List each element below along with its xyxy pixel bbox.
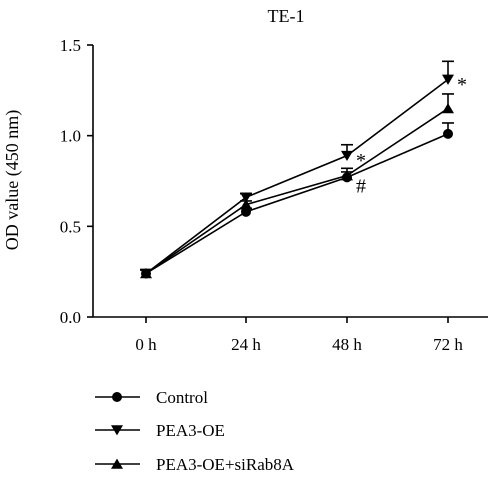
data-point-2-2	[341, 170, 353, 181]
annotation-layer: * # *	[356, 74, 467, 198]
annotation-0: *	[356, 150, 366, 172]
annotation-1: #	[356, 176, 366, 198]
data-point-2-1	[240, 199, 252, 210]
legend-label-0: Control	[156, 388, 208, 407]
data-point-1-2	[341, 150, 353, 162]
data-point-1-3	[442, 74, 454, 85]
y-tick-label-2: 1.0	[60, 127, 81, 146]
y-axis-title: OD value (450 nm)	[2, 110, 23, 250]
x-tick-label-0: 0 h	[135, 335, 157, 354]
legend-marker-0	[112, 392, 122, 402]
y-axis-ticks: 0.0 0.5 1.0 1.5	[60, 36, 93, 327]
legend-label-2: PEA3-OE+siRab8A	[156, 455, 295, 474]
data-point-0-3	[443, 128, 453, 139]
y-tick-label-1: 0.5	[60, 217, 81, 236]
x-tick-label-2: 48 h	[332, 335, 362, 354]
y-tick-label-0: 0.0	[60, 308, 81, 327]
data-point-1-1	[240, 192, 252, 203]
x-tick-label-1: 24 h	[231, 335, 261, 354]
series-layer	[140, 60, 454, 279]
data-point-2-3	[442, 103, 454, 114]
annotation-2: *	[457, 74, 467, 96]
legend-marker-1	[111, 425, 123, 436]
series-line-2	[145, 107, 449, 275]
chart-title: TE-1	[268, 6, 305, 26]
x-axis-ticks: 0 h 24 h 48 h 72 h	[135, 317, 463, 354]
series-line-1	[145, 78, 449, 275]
legend-marker-2	[111, 458, 123, 469]
legend-label-1: PEA3-OE	[156, 421, 225, 440]
series-line-0	[145, 133, 449, 275]
legend: Control PEA3-OE PEA3-OE+siRab8A	[95, 388, 295, 474]
y-tick-label-3: 1.5	[60, 36, 81, 55]
data-point-2-0	[140, 268, 152, 279]
x-tick-label-3: 72 h	[433, 335, 463, 354]
